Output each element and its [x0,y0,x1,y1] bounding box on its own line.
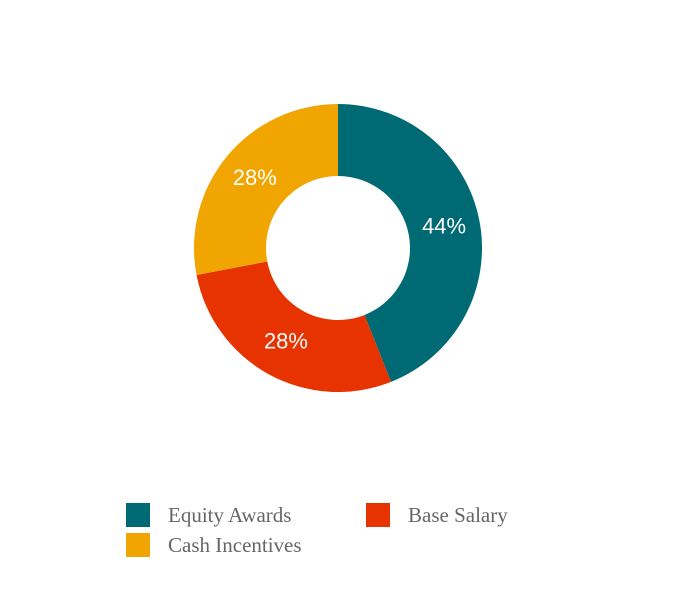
legend-swatch [126,533,150,557]
legend-text: Cash Incentives [168,533,302,557]
slice-label: 44% [422,214,466,239]
legend-text: Equity Awards [168,503,291,527]
slice [338,104,482,382]
legend-text: Base Salary [408,503,508,527]
legend-swatch [366,503,390,527]
slice-label: 28% [233,165,277,190]
legend-swatch [126,503,150,527]
slice [193,104,338,275]
slice-label: 28% [264,328,308,353]
slice [196,261,392,392]
